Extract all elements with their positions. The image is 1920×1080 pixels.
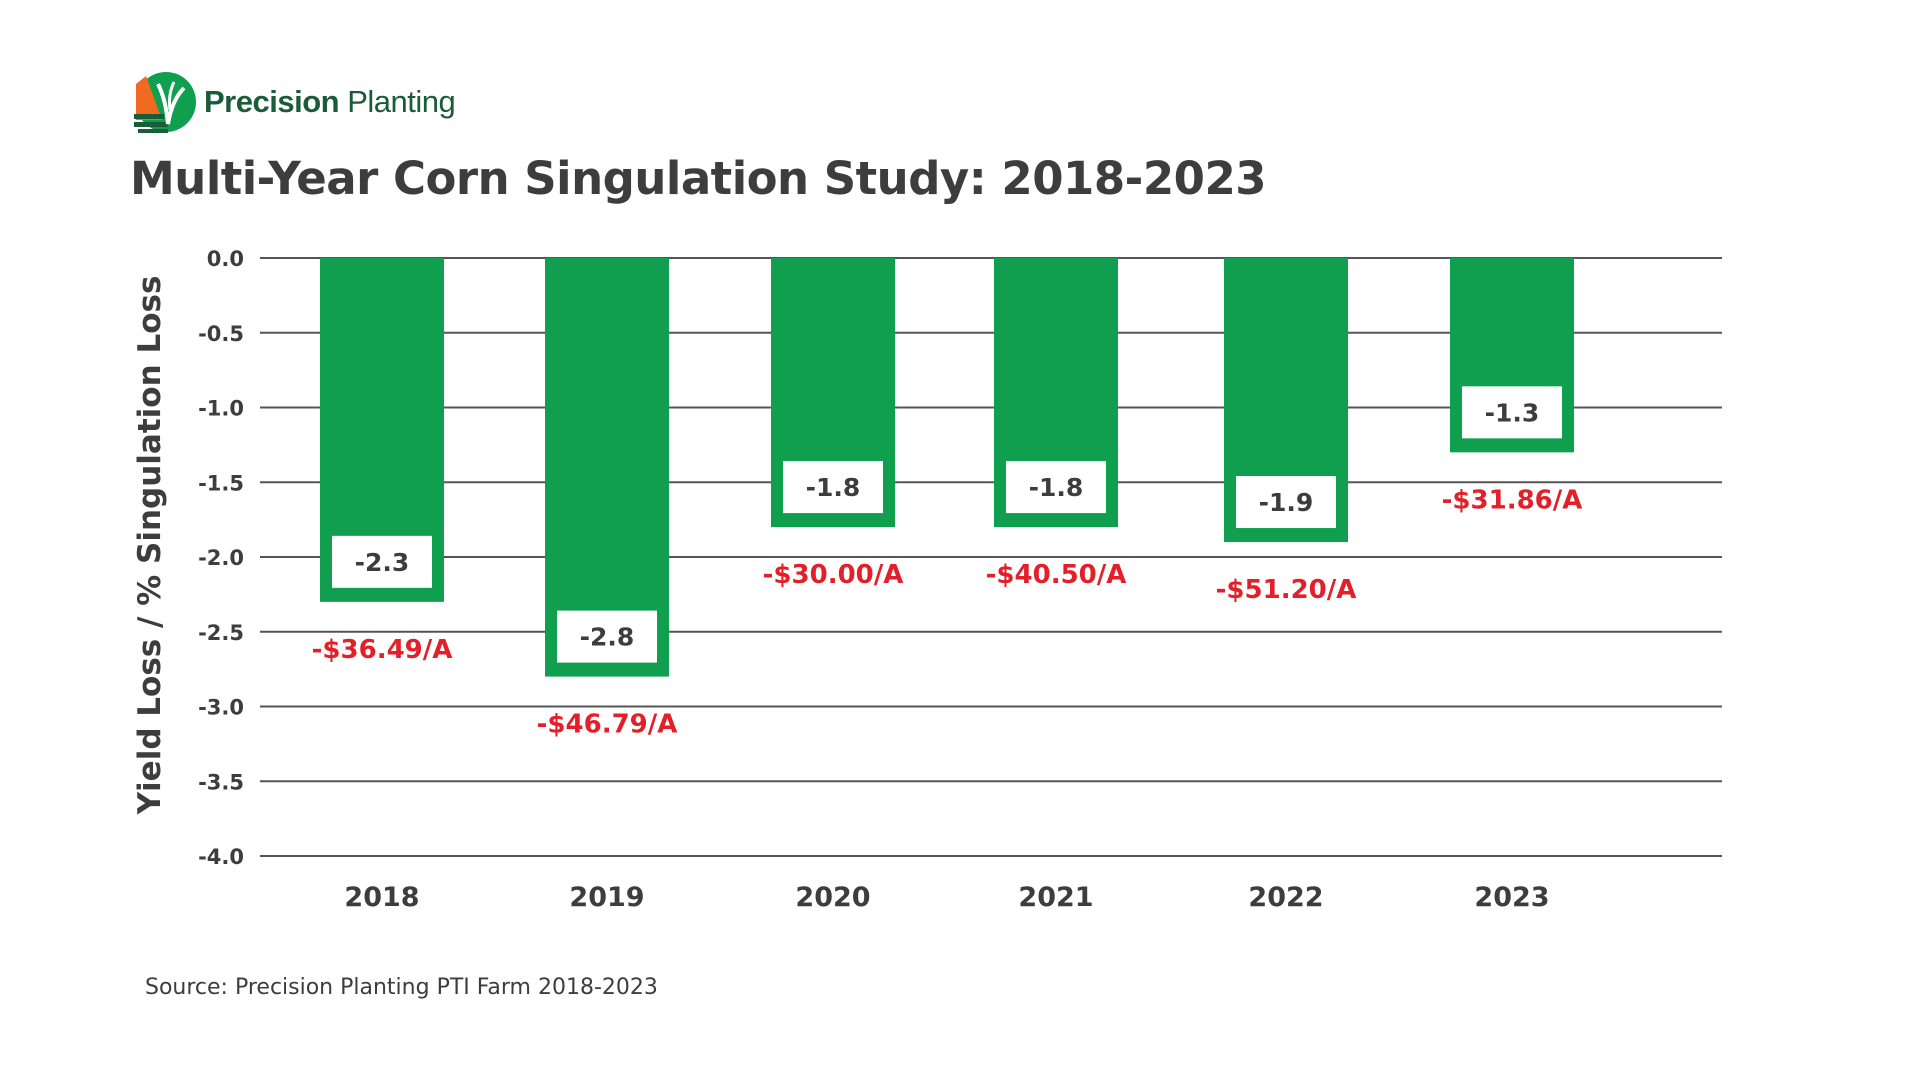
cost-label: -$40.50/A bbox=[986, 560, 1127, 590]
x-tick-label: 2022 bbox=[1248, 882, 1323, 913]
value-label: -1.9 bbox=[1259, 488, 1314, 517]
precision-planting-logo: Precision Planting bbox=[132, 70, 456, 134]
x-tick-label: 2019 bbox=[569, 882, 644, 913]
y-tick-label: -3.5 bbox=[198, 770, 244, 794]
source-note: Source: Precision Planting PTI Farm 2018… bbox=[145, 975, 658, 1000]
logo-text: Precision Planting bbox=[204, 84, 456, 119]
cost-label: -$51.20/A bbox=[1216, 575, 1357, 605]
value-label-box bbox=[1236, 476, 1336, 529]
value-label: -2.3 bbox=[355, 548, 410, 577]
y-tick-label: 0.0 bbox=[207, 247, 244, 271]
value-label-box bbox=[1006, 461, 1106, 514]
cost-label: -$46.79/A bbox=[537, 710, 678, 740]
x-tick-label: 2023 bbox=[1474, 882, 1549, 913]
y-tick-label: -4.0 bbox=[198, 845, 244, 869]
y-tick-label: -2.0 bbox=[198, 546, 244, 570]
y-tick-label: -0.5 bbox=[198, 322, 244, 346]
logo-mark-icon bbox=[134, 72, 196, 133]
y-tick-label: -1.0 bbox=[198, 397, 244, 421]
cost-label: -$36.49/A bbox=[312, 635, 453, 665]
value-label-box bbox=[783, 461, 883, 514]
value-label: -1.8 bbox=[806, 473, 861, 502]
y-tick-label: -3.0 bbox=[198, 696, 244, 720]
y-tick-label: -1.5 bbox=[198, 471, 244, 495]
cost-label: -$30.00/A bbox=[763, 560, 904, 590]
value-label: -1.3 bbox=[1485, 398, 1540, 427]
x-tick-label: 2018 bbox=[344, 882, 419, 913]
bar-2019 bbox=[545, 258, 669, 677]
x-tick-label: 2020 bbox=[795, 882, 870, 913]
chart-title: Multi-Year Corn Singulation Study: 2018-… bbox=[130, 152, 1267, 205]
value-label-box bbox=[332, 535, 432, 588]
value-label: -1.8 bbox=[1029, 473, 1084, 502]
value-label-box bbox=[557, 610, 657, 663]
y-tick-label: -2.5 bbox=[198, 621, 244, 645]
value-label: -2.8 bbox=[580, 623, 635, 652]
value-label-box bbox=[1462, 386, 1562, 439]
cost-label: -$31.86/A bbox=[1442, 485, 1583, 515]
x-tick-label: 2021 bbox=[1018, 882, 1093, 913]
